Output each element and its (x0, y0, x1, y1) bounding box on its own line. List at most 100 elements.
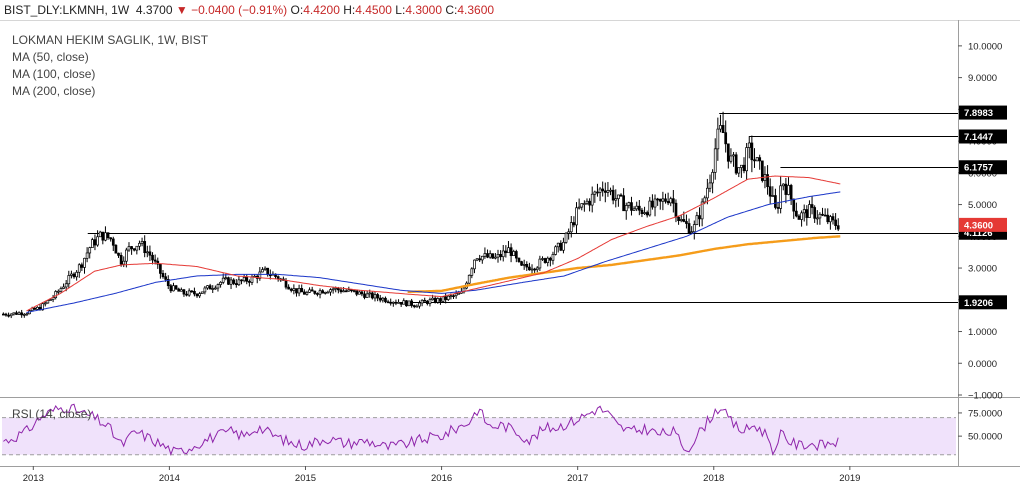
candle-body (59, 288, 63, 292)
candle-body (541, 258, 544, 260)
candle-body (169, 285, 173, 292)
legend-title: LOKMAN HEKIM SAGLIK, 1W, BIST (12, 33, 209, 47)
level-tags: 7.8983 7.1447 6.1757 4.1126 1.9206 4.3600 (959, 105, 1007, 310)
candle-body (548, 257, 552, 261)
candle-body (117, 252, 120, 256)
candle-body (740, 164, 743, 168)
candle-body (211, 288, 215, 290)
candle-body (598, 188, 602, 193)
candle-body (365, 293, 369, 298)
candle-body (567, 231, 571, 234)
candle-body (159, 263, 162, 274)
candle-body (399, 302, 403, 305)
candle-body (195, 293, 199, 297)
candle-body (588, 200, 591, 206)
candle-body (206, 285, 209, 289)
candle-body (719, 125, 722, 130)
horizontal-levels[interactable] (87, 113, 958, 303)
candle-body (410, 300, 413, 306)
level-tag-label-bg (959, 105, 1007, 120)
candle-body (823, 214, 827, 217)
rsi-label[interactable]: RSI (14, close) (12, 407, 91, 421)
candle-body (507, 247, 510, 254)
candle-body (213, 287, 217, 290)
candle-body (732, 154, 735, 157)
candle-body (329, 289, 332, 293)
price-tick-label: −1.0000 (968, 391, 1003, 402)
candle-body (263, 267, 267, 270)
candle-body (703, 197, 707, 203)
candle-body (758, 157, 762, 162)
candle-body (284, 280, 288, 288)
candle-body (308, 289, 311, 293)
candle-body (496, 254, 500, 258)
candle-body (420, 299, 424, 304)
candle-body (708, 182, 712, 189)
ma50-line (26, 175, 841, 312)
candle-body (261, 269, 264, 273)
candle-body (9, 313, 13, 317)
open-label: O: (290, 3, 304, 17)
candle-body (310, 289, 314, 292)
candlestick-series (2, 111, 840, 319)
candle-body (164, 276, 167, 280)
symbol-header: BIST_DLY:LKMNH, 1W 4.3700 ▼ −0.0400 (−0.… (0, 0, 1020, 22)
candle-body (67, 275, 71, 285)
candle-body (46, 300, 50, 304)
candle-body (127, 246, 131, 251)
candle-body (418, 302, 421, 307)
last-price: 4.3700 (135, 3, 173, 17)
rsi-tick-label: 50.0000 (968, 432, 1002, 443)
candle-body (483, 253, 487, 257)
time-tick-label: 2016 (431, 473, 452, 484)
moving-averages (26, 175, 841, 313)
candle-body (677, 216, 680, 222)
candle-body (637, 205, 641, 211)
candle-body (512, 251, 516, 256)
candle-body (193, 291, 196, 295)
candle-body (695, 215, 699, 225)
time-axis[interactable]: 2013 2014 2015 2016 2017 2018 2019 (23, 466, 861, 484)
candle-body (389, 301, 393, 304)
legend-ma100[interactable]: MA (100, close) (12, 67, 95, 81)
candle-body (632, 208, 636, 211)
candle-body (661, 198, 665, 202)
candle-body (331, 288, 335, 291)
candle-body (114, 244, 118, 254)
candle-body (535, 267, 539, 271)
candle-body (318, 290, 322, 295)
candle-body (258, 271, 262, 279)
candle-body (54, 291, 58, 298)
legend-ma200[interactable]: MA (200, close) (12, 84, 95, 98)
candle-body (77, 264, 81, 273)
candle-body (292, 288, 296, 291)
candle-body (488, 253, 492, 258)
candle-body (779, 185, 783, 209)
candle-body (619, 194, 623, 197)
candle-body (219, 281, 222, 285)
candle-body (143, 241, 147, 254)
candle-body (470, 268, 474, 276)
candle-body (104, 232, 107, 241)
candle-body (622, 195, 625, 212)
candle-body (357, 291, 361, 295)
level-tag-label: 6.1757 (964, 163, 993, 174)
candle-body (2, 313, 5, 316)
candle-body (182, 289, 186, 295)
rsi-axis: 75.0000 50.0000 (958, 408, 1002, 443)
candle-body (501, 250, 505, 258)
candle-body (98, 231, 102, 238)
candle-body (119, 255, 123, 265)
candle-body (240, 279, 243, 282)
candle-body (49, 299, 52, 301)
candle-body (797, 215, 801, 220)
candle-body (415, 305, 419, 308)
candle-body (792, 198, 796, 212)
legend-ma50[interactable]: MA (50, close) (12, 50, 89, 64)
candle-body (724, 132, 728, 145)
candle-body (125, 249, 128, 262)
candle-body (640, 209, 644, 214)
time-tick-label: 2017 (567, 473, 588, 484)
candle-body (428, 299, 432, 304)
